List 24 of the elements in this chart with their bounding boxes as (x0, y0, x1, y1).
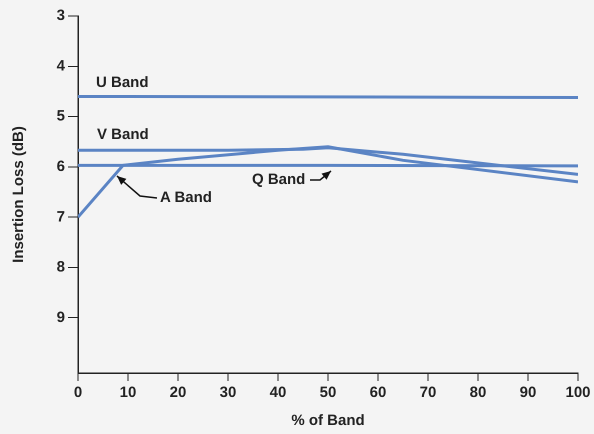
y-tick-label: 5 (56, 108, 65, 125)
x-tick-label: 20 (170, 384, 186, 402)
y-tick-label: 7 (56, 208, 65, 226)
y-tick-label: 8 (56, 258, 65, 276)
x-tick-label: 10 (120, 384, 136, 402)
x-tick-label: 100 (565, 384, 591, 402)
y-tick-label: 6 (56, 158, 65, 175)
x-tick-label: 0 (74, 384, 82, 402)
x-tick-label: 50 (320, 384, 336, 402)
y-axis-title: Insertion Loss (dB) (10, 126, 28, 263)
x-tick-label: 80 (470, 384, 486, 402)
y-tick-label: 3 (56, 7, 65, 24)
series-label: Q Band (252, 171, 306, 188)
x-tick-label: 40 (270, 384, 286, 402)
series-label: U Band (96, 74, 148, 92)
y-tick-label: 9 (56, 308, 65, 326)
x-tick-label: 60 (370, 384, 386, 402)
x-axis-title: % of Band (291, 412, 365, 430)
y-tick-label: 4 (56, 57, 66, 74)
x-tick-label: 70 (420, 384, 436, 402)
series-label: A Band (160, 189, 212, 206)
x-tick-label: 30 (220, 384, 236, 402)
x-tick-label: 90 (520, 384, 536, 402)
series-label: V Band (97, 126, 149, 144)
